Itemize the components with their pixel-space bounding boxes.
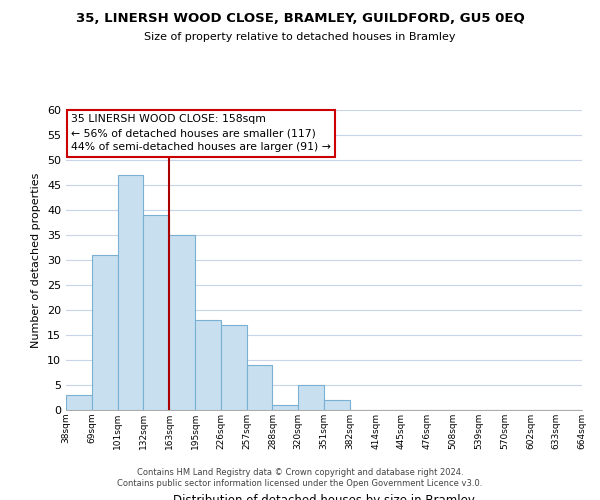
X-axis label: Distribution of detached houses by size in Bramley: Distribution of detached houses by size … [173, 494, 475, 500]
Bar [221, 325, 247, 410]
Text: Size of property relative to detached houses in Bramley: Size of property relative to detached ho… [144, 32, 456, 42]
Text: 35, LINERSH WOOD CLOSE, BRAMLEY, GUILDFORD, GU5 0EQ: 35, LINERSH WOOD CLOSE, BRAMLEY, GUILDFO… [76, 12, 524, 26]
Bar [118, 175, 143, 410]
Text: 35 LINERSH WOOD CLOSE: 158sqm
← 56% of detached houses are smaller (117)
44% of : 35 LINERSH WOOD CLOSE: 158sqm ← 56% of d… [71, 114, 331, 152]
Bar [92, 255, 118, 410]
Bar [272, 405, 298, 410]
Bar [195, 320, 221, 410]
Bar [324, 400, 350, 410]
Bar [247, 365, 272, 410]
Bar [169, 235, 195, 410]
Bar [66, 395, 92, 410]
Text: Contains HM Land Registry data © Crown copyright and database right 2024.
Contai: Contains HM Land Registry data © Crown c… [118, 468, 482, 487]
Bar [143, 215, 169, 410]
Bar [298, 385, 324, 410]
Y-axis label: Number of detached properties: Number of detached properties [31, 172, 41, 348]
